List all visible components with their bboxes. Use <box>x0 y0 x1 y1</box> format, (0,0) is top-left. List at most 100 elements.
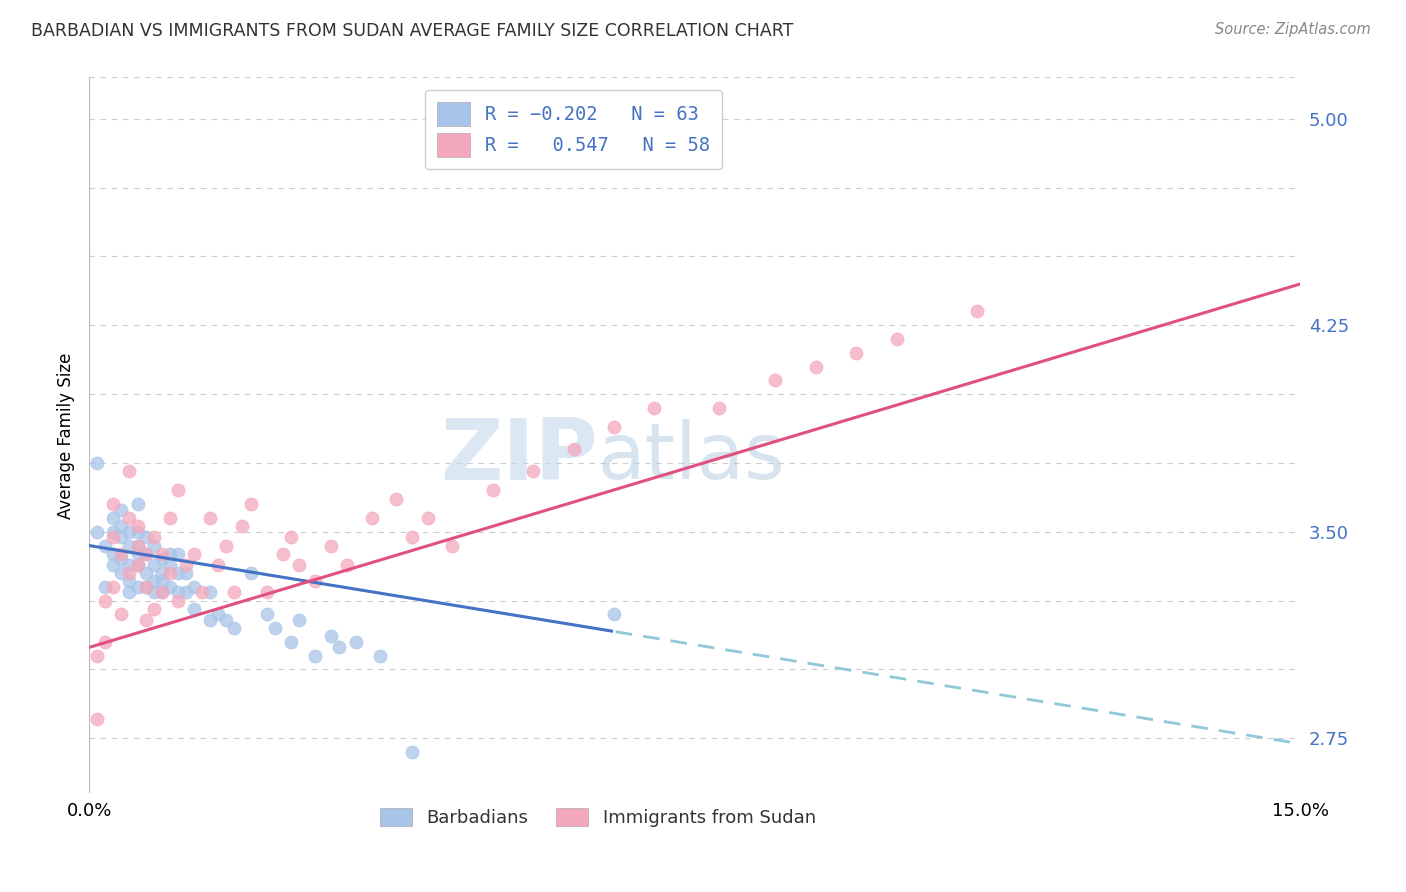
Point <box>183 580 205 594</box>
Point <box>183 602 205 616</box>
Point <box>150 566 173 580</box>
Text: BARBADIAN VS IMMIGRANTS FROM SUDAN AVERAGE FAMILY SIZE CORRELATION CHART: BARBADIAN VS IMMIGRANTS FROM SUDAN AVERA… <box>31 22 793 40</box>
Point <box>94 539 117 553</box>
Point <box>271 547 294 561</box>
Point <box>263 621 285 635</box>
Point <box>368 648 391 663</box>
Point <box>118 539 141 553</box>
Point <box>110 502 132 516</box>
Point <box>142 602 165 616</box>
Point <box>385 491 408 506</box>
Point <box>135 580 157 594</box>
Point <box>174 558 197 572</box>
Point <box>118 524 141 539</box>
Point <box>174 585 197 599</box>
Point <box>135 566 157 580</box>
Point <box>321 539 343 553</box>
Point <box>118 574 141 589</box>
Point <box>103 511 125 525</box>
Point <box>142 558 165 572</box>
Point <box>86 524 108 539</box>
Point <box>159 547 181 561</box>
Point <box>763 373 786 387</box>
Point <box>159 558 181 572</box>
Point <box>118 511 141 525</box>
Point <box>150 585 173 599</box>
Point <box>135 613 157 627</box>
Point <box>142 530 165 544</box>
Point <box>103 547 125 561</box>
Point <box>127 547 149 561</box>
Point <box>198 613 221 627</box>
Point <box>215 539 238 553</box>
Point <box>142 585 165 599</box>
Point <box>135 580 157 594</box>
Point <box>603 607 626 622</box>
Point <box>174 566 197 580</box>
Point <box>159 580 181 594</box>
Point <box>191 585 214 599</box>
Point <box>118 566 141 580</box>
Point <box>344 635 367 649</box>
Point <box>118 585 141 599</box>
Point <box>94 580 117 594</box>
Point <box>127 519 149 533</box>
Point <box>288 558 311 572</box>
Point <box>103 530 125 544</box>
Point <box>110 552 132 566</box>
Point <box>643 401 665 415</box>
Text: atlas: atlas <box>598 419 786 495</box>
Point <box>86 712 108 726</box>
Point <box>280 635 302 649</box>
Point <box>110 607 132 622</box>
Point <box>304 648 326 663</box>
Point <box>110 519 132 533</box>
Point <box>167 547 190 561</box>
Point <box>224 585 246 599</box>
Point <box>103 524 125 539</box>
Point <box>231 519 253 533</box>
Point <box>183 547 205 561</box>
Point <box>328 640 350 655</box>
Point <box>86 648 108 663</box>
Point <box>135 547 157 561</box>
Point <box>127 539 149 553</box>
Point <box>103 497 125 511</box>
Point <box>150 585 173 599</box>
Point <box>304 574 326 589</box>
Point <box>118 464 141 478</box>
Point <box>127 558 149 572</box>
Point <box>256 607 278 622</box>
Y-axis label: Average Family Size: Average Family Size <box>58 352 75 518</box>
Point <box>142 574 165 589</box>
Point <box>103 558 125 572</box>
Point <box>103 580 125 594</box>
Point <box>707 401 730 415</box>
Point <box>127 580 149 594</box>
Point <box>135 530 157 544</box>
Point <box>360 511 382 525</box>
Point <box>127 539 149 553</box>
Point <box>198 585 221 599</box>
Point <box>418 511 440 525</box>
Point <box>150 574 173 589</box>
Point <box>135 547 157 561</box>
Point <box>481 483 503 498</box>
Point <box>94 635 117 649</box>
Point <box>207 558 229 572</box>
Point <box>127 524 149 539</box>
Point <box>167 566 190 580</box>
Point <box>804 359 827 374</box>
Point <box>167 483 190 498</box>
Point <box>886 332 908 346</box>
Point <box>159 511 181 525</box>
Point <box>401 530 423 544</box>
Point <box>150 552 173 566</box>
Point <box>562 442 585 457</box>
Point <box>150 547 173 561</box>
Point <box>118 558 141 572</box>
Point <box>110 547 132 561</box>
Point <box>603 420 626 434</box>
Point <box>167 585 190 599</box>
Point <box>110 530 132 544</box>
